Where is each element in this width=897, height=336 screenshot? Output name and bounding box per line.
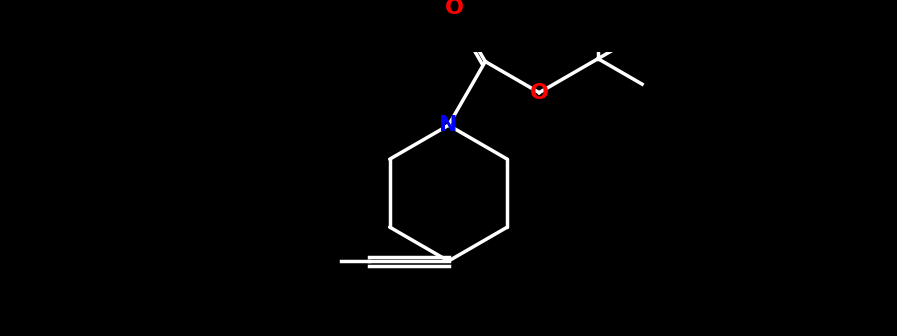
Text: N: N — [440, 115, 457, 135]
Text: O: O — [445, 0, 464, 17]
Text: O: O — [530, 83, 549, 103]
